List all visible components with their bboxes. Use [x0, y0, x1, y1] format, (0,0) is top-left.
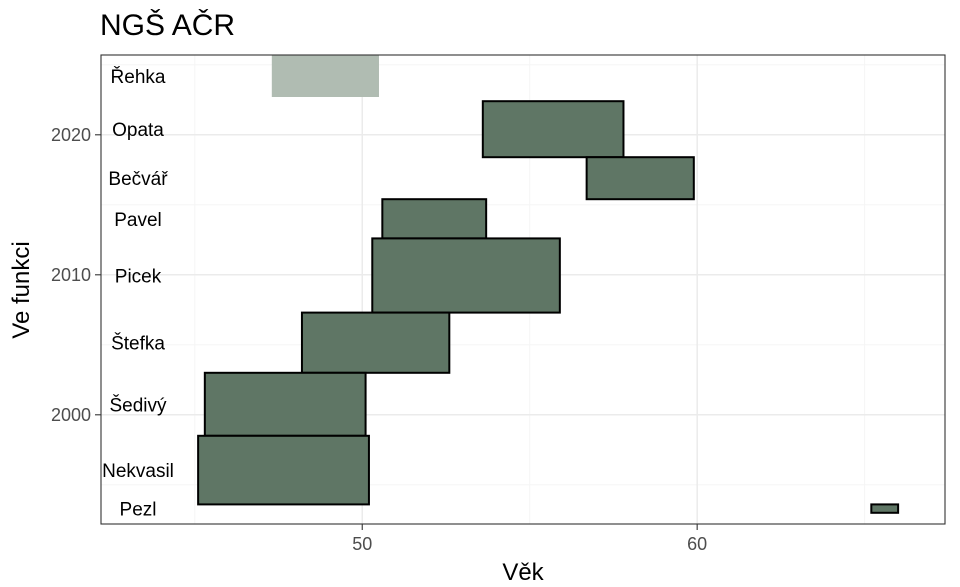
bars-group [197, 55, 900, 514]
axis-ticks [95, 134, 698, 530]
bar-labels-group: Řehka Opata Bečvář Pavel Picek Štefka Šedivý Ne… [102, 66, 174, 521]
bar-label: Nekvasil [102, 461, 174, 482]
y-axis-title: Ve funkci [8, 241, 35, 338]
bar-nekvasil [197, 434, 370, 506]
bar-opata [481, 100, 625, 159]
axis-tick-labels: 50 60 2000 2010 2020 [51, 125, 707, 554]
y-tick-label: 2010 [51, 265, 91, 285]
x-tick-label: 50 [352, 534, 372, 554]
bar-pavel [381, 198, 488, 240]
bar-šedivý [203, 371, 367, 437]
y-tick-label: 2020 [51, 125, 91, 145]
bar-label: Picek [115, 267, 162, 288]
bar-picek [371, 237, 561, 314]
bar-label: Pezl [120, 500, 157, 521]
bar-bečvář [585, 156, 695, 201]
bar-štefka [300, 311, 451, 374]
bar-label: Pavel [114, 210, 162, 231]
bar-label: Bečvář [108, 169, 168, 190]
bar-pezl [870, 503, 900, 514]
x-tick-label: 60 [687, 534, 707, 554]
bar-label: Opata [112, 120, 164, 141]
bar-label: Šedivý [109, 394, 167, 416]
chart-title: NGŠ AČR [100, 8, 235, 42]
y-tick-label: 2000 [51, 405, 91, 425]
x-axis-title: Věk [502, 559, 544, 586]
panel-border [100, 54, 946, 525]
bar-řehka [271, 55, 379, 97]
bar-label: Štefka [111, 333, 165, 355]
bar-label: Řehka [111, 66, 166, 88]
